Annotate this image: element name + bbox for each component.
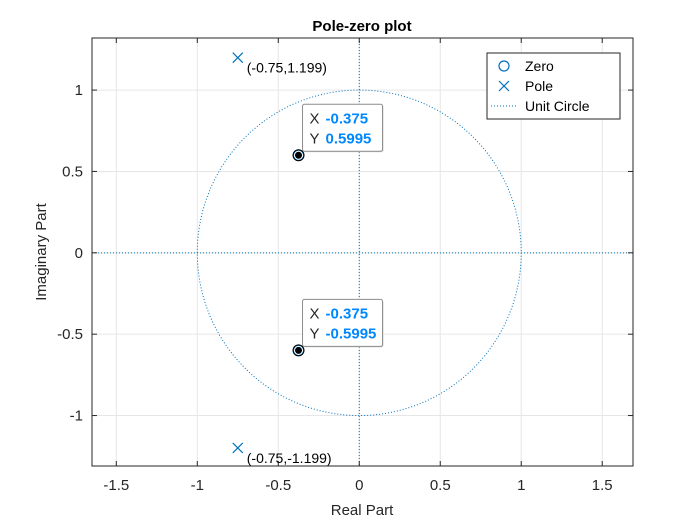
- legend: Zero Pole Unit Circle: [486, 52, 621, 120]
- x-tick-label: -1.5: [103, 477, 129, 494]
- datatip: X -0.375 Y 0.5995: [292, 103, 384, 162]
- datatip-y-value: -0.5995: [326, 325, 377, 342]
- datatip-box: [302, 103, 384, 152]
- legend-pole-symbol: [498, 80, 510, 92]
- pole-annotation: (-0.75,-1.199): [247, 450, 332, 466]
- x-tick-label: 1.5: [592, 477, 613, 494]
- legend-pole-stroke: [498, 80, 510, 92]
- datatip-y-value: 0.5995: [326, 130, 372, 147]
- axes-box: [91, 37, 634, 467]
- pole-annotation: (-0.75,1.199): [247, 60, 327, 76]
- x-tick-label: 0: [355, 477, 363, 494]
- datatip-point-ring: [292, 149, 305, 162]
- x-tick-label: -1: [191, 477, 204, 494]
- pole-marker: [232, 52, 244, 64]
- zero-axis-lines: [92, 38, 633, 466]
- x-tick-label: 0.5: [430, 477, 451, 494]
- y-axis-label: Imaginary Part: [33, 202, 50, 300]
- y-tick-label: -0.5: [57, 326, 83, 343]
- ticks: -1.5 -1 -0.5 0 0.5 1 1.5 -1 -0.5 0 0.5 1: [57, 38, 633, 494]
- datatip-x-label: X: [310, 110, 320, 127]
- legend-zero-symbol: [498, 60, 510, 72]
- datatip-point: [294, 345, 304, 355]
- datatip-point-ring: [292, 344, 305, 357]
- pole-marker-stroke: [232, 52, 244, 64]
- y-tick-label: 0.5: [62, 163, 83, 180]
- datatip-point: [294, 150, 304, 160]
- pole-marker-stroke: [232, 442, 244, 454]
- y-tick-label: 1: [75, 82, 83, 99]
- datatip-x-value: -0.375: [326, 110, 369, 127]
- y-tick-label: 0: [75, 245, 83, 262]
- datatips: X -0.375 Y 0.5995 X -0.375 Y -0.5995: [292, 103, 384, 357]
- datatip-x-label: X: [310, 305, 320, 322]
- legend-label: Zero: [525, 58, 554, 74]
- x-tick-label: -0.5: [265, 477, 291, 494]
- datatip-y-label: Y: [310, 130, 320, 147]
- datatip: X -0.375 Y -0.5995: [292, 298, 384, 357]
- annotations: (-0.75,1.199) (-0.75,-1.199): [247, 60, 332, 466]
- legend-label: Pole: [525, 78, 553, 94]
- pole-marker: [232, 442, 244, 454]
- legend-label: Unit Circle: [525, 98, 590, 114]
- datatip-box: [302, 298, 384, 347]
- x-tick-label: 1: [517, 477, 525, 494]
- y-tick-label: -1: [70, 408, 83, 425]
- chart-title: Pole-zero plot: [312, 18, 411, 35]
- datatip-x-value: -0.375: [326, 305, 369, 322]
- datatip-y-label: Y: [310, 325, 320, 342]
- x-axis-label: Real Part: [331, 502, 394, 519]
